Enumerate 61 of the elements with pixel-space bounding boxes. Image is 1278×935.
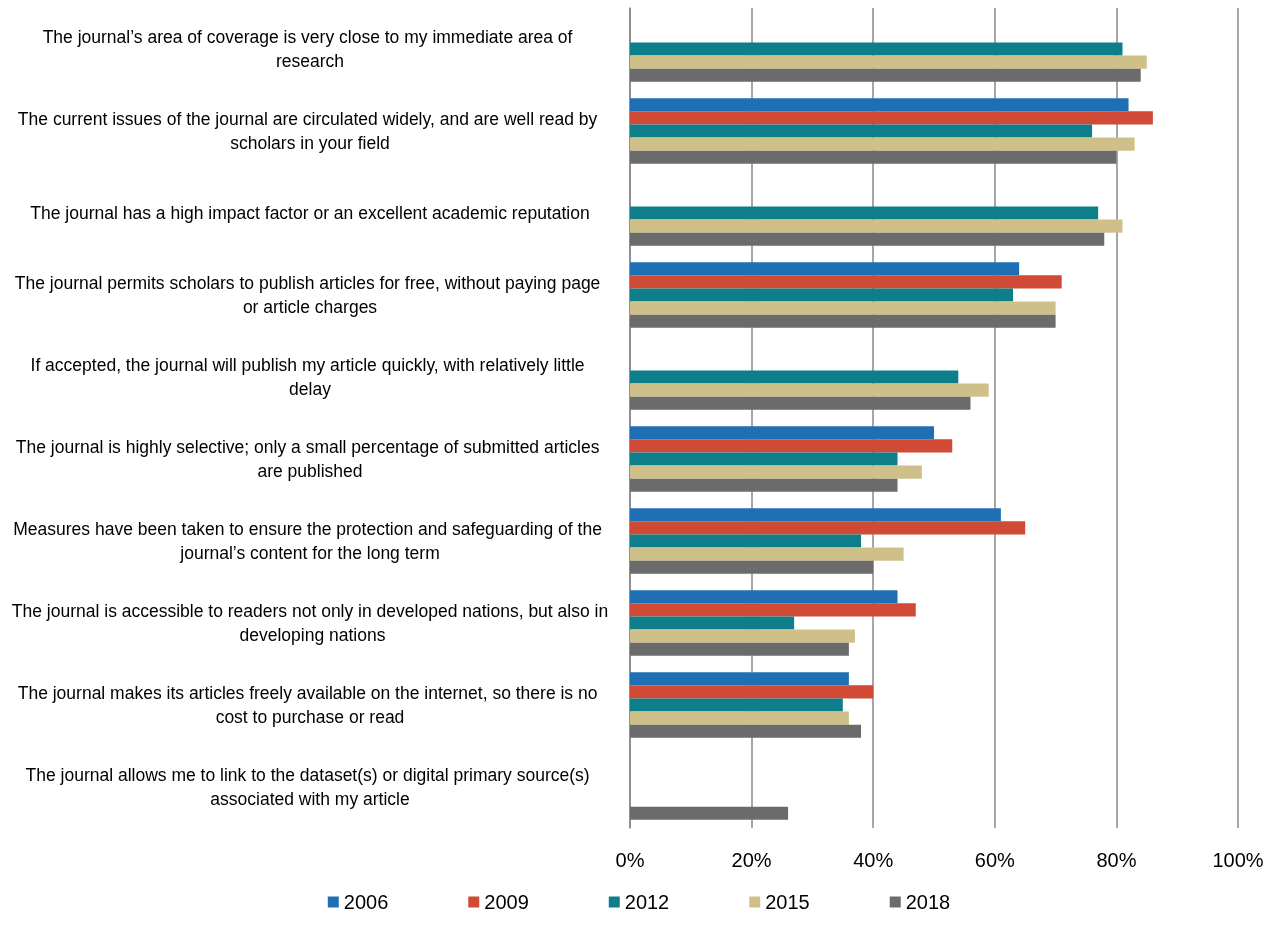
y-tick-label: The journal allows me to link to the dataset(s) or digital primary source(s) associated with my article xyxy=(25,765,595,809)
bar xyxy=(630,521,1026,535)
bar xyxy=(630,275,1062,289)
y-tick-label: The journal is highly selective; only a small percentage of submitted articles are published xyxy=(15,437,605,481)
y-tick-label: The current issues of the journal are circulated widely, and are well read by scholars in your field xyxy=(17,109,603,153)
bar xyxy=(630,452,898,466)
bar xyxy=(630,603,916,617)
bar xyxy=(630,219,1123,233)
bar xyxy=(630,137,1135,151)
bar xyxy=(630,206,1099,220)
bar xyxy=(630,98,1129,112)
bar xyxy=(630,68,1141,82)
bar xyxy=(630,426,934,440)
x-tick-label: 80% xyxy=(1096,849,1137,871)
bar xyxy=(630,698,843,712)
bar xyxy=(630,370,959,384)
y-tick-label: If accepted, the journal will publish my article quickly, with relatively little delay xyxy=(30,355,590,399)
bar xyxy=(630,383,989,397)
bar xyxy=(630,685,874,699)
bar xyxy=(630,590,898,604)
bar xyxy=(630,111,1153,125)
bar xyxy=(630,262,1020,276)
x-tick-label: 20% xyxy=(731,849,772,871)
bar xyxy=(630,508,1001,522)
bar xyxy=(630,616,795,630)
y-tick-label: The journal has a high impact factor or an excellent academic reputation xyxy=(30,203,590,223)
bar xyxy=(630,301,1056,315)
legend-label: 2006 xyxy=(343,891,389,913)
legend-label: 2018 xyxy=(905,891,951,913)
x-tick-label: 0% xyxy=(615,849,645,871)
bar xyxy=(630,806,789,820)
bar xyxy=(630,711,849,725)
bar xyxy=(630,534,862,548)
y-tick-label: Measures have been taken to ensure the protection and safeguarding of the journal’s content for the long term xyxy=(13,519,607,563)
bar xyxy=(630,314,1056,328)
bar xyxy=(630,724,862,738)
bar xyxy=(630,396,971,410)
bar xyxy=(630,672,849,686)
y-tick-label: The journal’s area of coverage is very close to my immediate area of research xyxy=(42,27,578,71)
bar xyxy=(630,42,1123,56)
bar xyxy=(630,439,953,453)
y-tick-label: The journal is accessible to readers not only in developed nations, but also in developing nations xyxy=(11,601,609,645)
bar xyxy=(630,124,1093,138)
x-tick-label: 60% xyxy=(974,849,1016,871)
bar xyxy=(630,465,922,479)
x-tick-label: 100% xyxy=(1212,849,1264,871)
bar xyxy=(630,55,1147,69)
bar xyxy=(630,629,855,643)
bar xyxy=(630,150,1117,164)
bar xyxy=(630,478,898,492)
legend-label: 2009 xyxy=(484,891,529,913)
bar xyxy=(630,547,904,561)
legend-label: 2012 xyxy=(624,891,670,913)
bar xyxy=(630,232,1105,246)
bar xyxy=(630,560,874,574)
legend-label: 2015 xyxy=(765,891,810,913)
bar xyxy=(630,288,1014,302)
y-tick-label: The journal permits scholars to publish articles for free, without paying page or article charges xyxy=(14,273,606,317)
x-tick-label: 40% xyxy=(853,849,894,871)
y-tick-label: The journal makes its articles freely available on the internet, so there is no cost to purchase or read xyxy=(17,683,603,727)
bar xyxy=(630,642,849,656)
